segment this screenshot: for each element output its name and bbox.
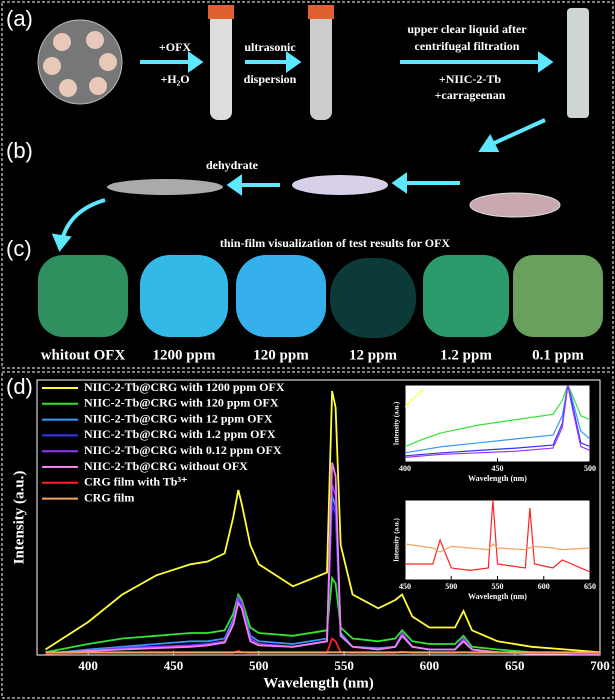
film-label: 1200 ppm bbox=[153, 347, 216, 363]
step-text: centrifugal filtration bbox=[415, 39, 520, 53]
tube bbox=[310, 10, 332, 120]
panel-border bbox=[1, 1, 614, 369]
x-tick-label: 650 bbox=[584, 582, 596, 591]
samples bbox=[43, 31, 117, 97]
films bbox=[38, 255, 603, 338]
series-line bbox=[405, 543, 590, 553]
series-line bbox=[405, 385, 590, 454]
legend-label: NIIC-2-Tb@CRG with 1200 ppm OFX bbox=[84, 380, 285, 394]
step-text: upper clear liquid after bbox=[407, 22, 527, 36]
step-text: +H₂O bbox=[160, 72, 189, 86]
series-line bbox=[405, 500, 590, 573]
x-tick-label: 650 bbox=[505, 658, 525, 673]
legend-label: NIIC-2-Tb@CRG with 1.2 ppm OFX bbox=[84, 427, 276, 441]
x-tick-label: 550 bbox=[492, 582, 504, 591]
x-tick-label: 700 bbox=[590, 658, 610, 673]
panel-title: thin-film visualization of test results … bbox=[220, 236, 451, 250]
tube-cap bbox=[208, 5, 234, 19]
series-line bbox=[45, 484, 600, 655]
film-label: 0.1 ppm bbox=[532, 347, 584, 363]
legend-label: CRG film bbox=[84, 490, 134, 504]
plot-frame bbox=[36, 379, 601, 656]
x-tick-label: 450 bbox=[399, 582, 411, 591]
series-line bbox=[405, 385, 590, 458]
x-tick-label: 600 bbox=[538, 582, 550, 591]
y-axis-label: Intensity (a.u.) bbox=[11, 471, 27, 565]
y-axis-label: Intensity (a.u.) bbox=[393, 401, 401, 445]
panel-label: (a) bbox=[6, 6, 33, 31]
x-tick-label: 400 bbox=[399, 464, 411, 473]
x-axis-label: Wavelength (nm) bbox=[263, 675, 373, 691]
y-axis-label: Intensity (a.u.) bbox=[393, 517, 401, 561]
panel-label: (c) bbox=[6, 236, 32, 261]
x-tick-label: 450 bbox=[492, 464, 504, 473]
series-line bbox=[45, 390, 600, 654]
x-tick-label: 450 bbox=[164, 658, 184, 673]
x-tick-label: 500 bbox=[249, 658, 269, 673]
film-label: 12 ppm bbox=[349, 347, 397, 363]
panel-label: (d) bbox=[6, 374, 33, 399]
panel-label: (b) bbox=[6, 138, 33, 163]
step-text: dispersion bbox=[244, 72, 297, 86]
legend-label: NIIC-2-Tb@CRG without OFX bbox=[84, 459, 248, 473]
tube-cap bbox=[308, 5, 334, 19]
step-text: +OFX bbox=[159, 40, 192, 54]
step-text: +carrageenan bbox=[435, 88, 506, 102]
legend-label: CRG film with Tb³⁺ bbox=[84, 475, 187, 489]
x-tick-label: 500 bbox=[584, 464, 596, 473]
legend-label: NIIC-2-Tb@CRG with 0.12 ppm OFX bbox=[84, 443, 282, 457]
legend-label: NIIC-2-Tb@CRG with 12 ppm OFX bbox=[84, 411, 273, 425]
series-line bbox=[405, 385, 590, 457]
series-line bbox=[45, 575, 600, 655]
dish bbox=[469, 192, 561, 218]
x-axis-label: Wavelength (nm) bbox=[468, 592, 527, 601]
series-line bbox=[405, 388, 424, 408]
legend-label: NIIC-2-Tb@CRG with 120 ppm OFX bbox=[84, 396, 279, 410]
film bbox=[292, 175, 388, 195]
x-tick-label: 400 bbox=[78, 658, 98, 673]
arrows bbox=[51, 51, 554, 252]
panel-border bbox=[1, 371, 614, 699]
x-tick-label: 600 bbox=[420, 658, 440, 673]
plot-frame bbox=[404, 499, 591, 581]
film-label: whitout OFX bbox=[41, 347, 126, 363]
x-tick-label: 550 bbox=[334, 658, 354, 673]
series-line bbox=[405, 385, 590, 448]
x-tick-label: 500 bbox=[445, 582, 457, 591]
film-label: 120 ppm bbox=[253, 347, 309, 363]
series-line bbox=[45, 462, 600, 655]
step-text: dehydrate bbox=[206, 158, 259, 172]
x-axis-label: Wavelength (nm) bbox=[468, 474, 527, 483]
step-text: +NIIC-2-Tb bbox=[439, 72, 502, 86]
tube bbox=[210, 10, 232, 120]
vial bbox=[567, 8, 589, 118]
film bbox=[107, 179, 223, 195]
step-text: ultrasonic bbox=[244, 40, 296, 54]
film-label: 1.2 ppm bbox=[440, 347, 492, 363]
